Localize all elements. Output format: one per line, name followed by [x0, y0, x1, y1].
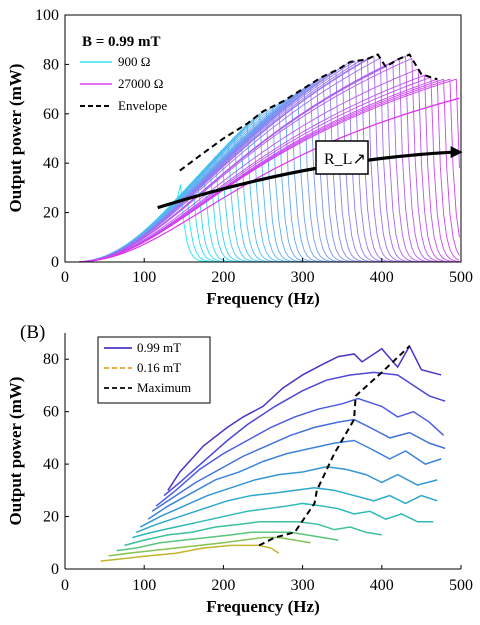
panel-a: 0 100 200 300 400 500 0 20 40 60 80 100 Frequency …: [6, 7, 473, 308]
legend-label: 27000 Ω: [118, 76, 163, 91]
legend-label: Envelope: [118, 98, 167, 113]
legend-b: 0.99 mT 0.16 mT Maximum: [97, 336, 211, 404]
field-series-line: [167, 344, 442, 491]
panel-label-b: (B): [20, 322, 45, 343]
y-tick-label: 60: [43, 404, 59, 421]
field-series-line: [108, 536, 311, 557]
y-tick-label: 20: [43, 205, 59, 222]
x-tick-label: 200: [211, 269, 235, 286]
sweep-curve: [72, 57, 460, 263]
y-axis-label-a: Output power (mW): [6, 64, 25, 213]
rl-label: R_L↗: [324, 151, 366, 168]
legend-label: Maximum: [137, 380, 191, 395]
y-tick-label: 20: [43, 509, 59, 526]
arrow-shaft: [157, 150, 455, 210]
legend-label: 0.99 mT: [137, 340, 181, 355]
legend-label: 900 Ω: [118, 54, 150, 69]
x-tick-label: 300: [291, 577, 315, 594]
panel-b: (B) 0 100 200 300 400 500 0 20 40 60 80 Frequency…: [6, 322, 473, 616]
resistance-arrow: [157, 146, 463, 210]
x-tick-label: 100: [132, 577, 156, 594]
field-series-line: [147, 439, 442, 520]
x-tick-label: 500: [449, 269, 473, 286]
x-tick-label: 500: [449, 577, 473, 594]
y-tick-label: 60: [43, 106, 59, 123]
y-tick-label: 40: [43, 155, 59, 172]
envelope-line: [179, 53, 438, 172]
field-series-line: [132, 502, 434, 539]
sweep-curve: [72, 55, 460, 263]
x-axis-label-a: Frequency (Hz): [206, 289, 319, 308]
rl-label-box: R_L↗: [315, 140, 369, 175]
x-tick-label: 400: [370, 577, 394, 594]
y-tick-label: 0: [51, 561, 59, 578]
arrow-head: [450, 146, 463, 159]
field-series-line: [116, 531, 339, 552]
x-tick-label: 100: [132, 269, 156, 286]
x-tick-label: 0: [61, 269, 69, 286]
sweep-curve: [72, 78, 460, 263]
y-axis-label-b: Output power (mW): [6, 377, 25, 526]
x-tick-label: 400: [370, 269, 394, 286]
sweep-curve: [72, 97, 460, 263]
x-tick-labels-b: 0 100 200 300 400 500: [61, 565, 473, 594]
y-tick-labels-b: 0 20 40 60 80: [43, 351, 69, 578]
legend-a: B = 0.99 mT 900 Ω 27000 Ω Envelope: [70, 34, 192, 120]
field-series-line: [136, 486, 438, 533]
x-tick-label: 200: [211, 577, 235, 594]
x-tick-label: 0: [61, 577, 69, 594]
y-tick-label: 80: [43, 351, 59, 368]
x-tick-label: 300: [291, 269, 315, 286]
y-tick-label: 0: [51, 254, 59, 271]
legend-label: 0.16 mT: [137, 360, 181, 375]
field-series-line: [155, 397, 445, 507]
y-tick-label: 80: [43, 56, 59, 73]
field-series-line: [139, 465, 438, 528]
sweep-curve: [72, 57, 460, 263]
y-tick-label: 100: [35, 7, 59, 24]
y-tick-label: 40: [43, 456, 59, 473]
sweep-curve: [72, 68, 460, 263]
field-series-line: [163, 371, 446, 497]
field-annotation: B = 0.99 mT: [82, 34, 161, 50]
field-series-line: [100, 544, 280, 562]
field-series-line: [151, 418, 446, 512]
x-axis-label-b: Frequency (Hz): [206, 597, 319, 616]
x-tick-labels-a: 0 100 200 300 400 500: [61, 258, 473, 286]
y-tick-labels-a: 0 20 40 60 80 100: [35, 7, 69, 271]
field-series: [100, 344, 446, 562]
field-series-line: [124, 521, 382, 547]
